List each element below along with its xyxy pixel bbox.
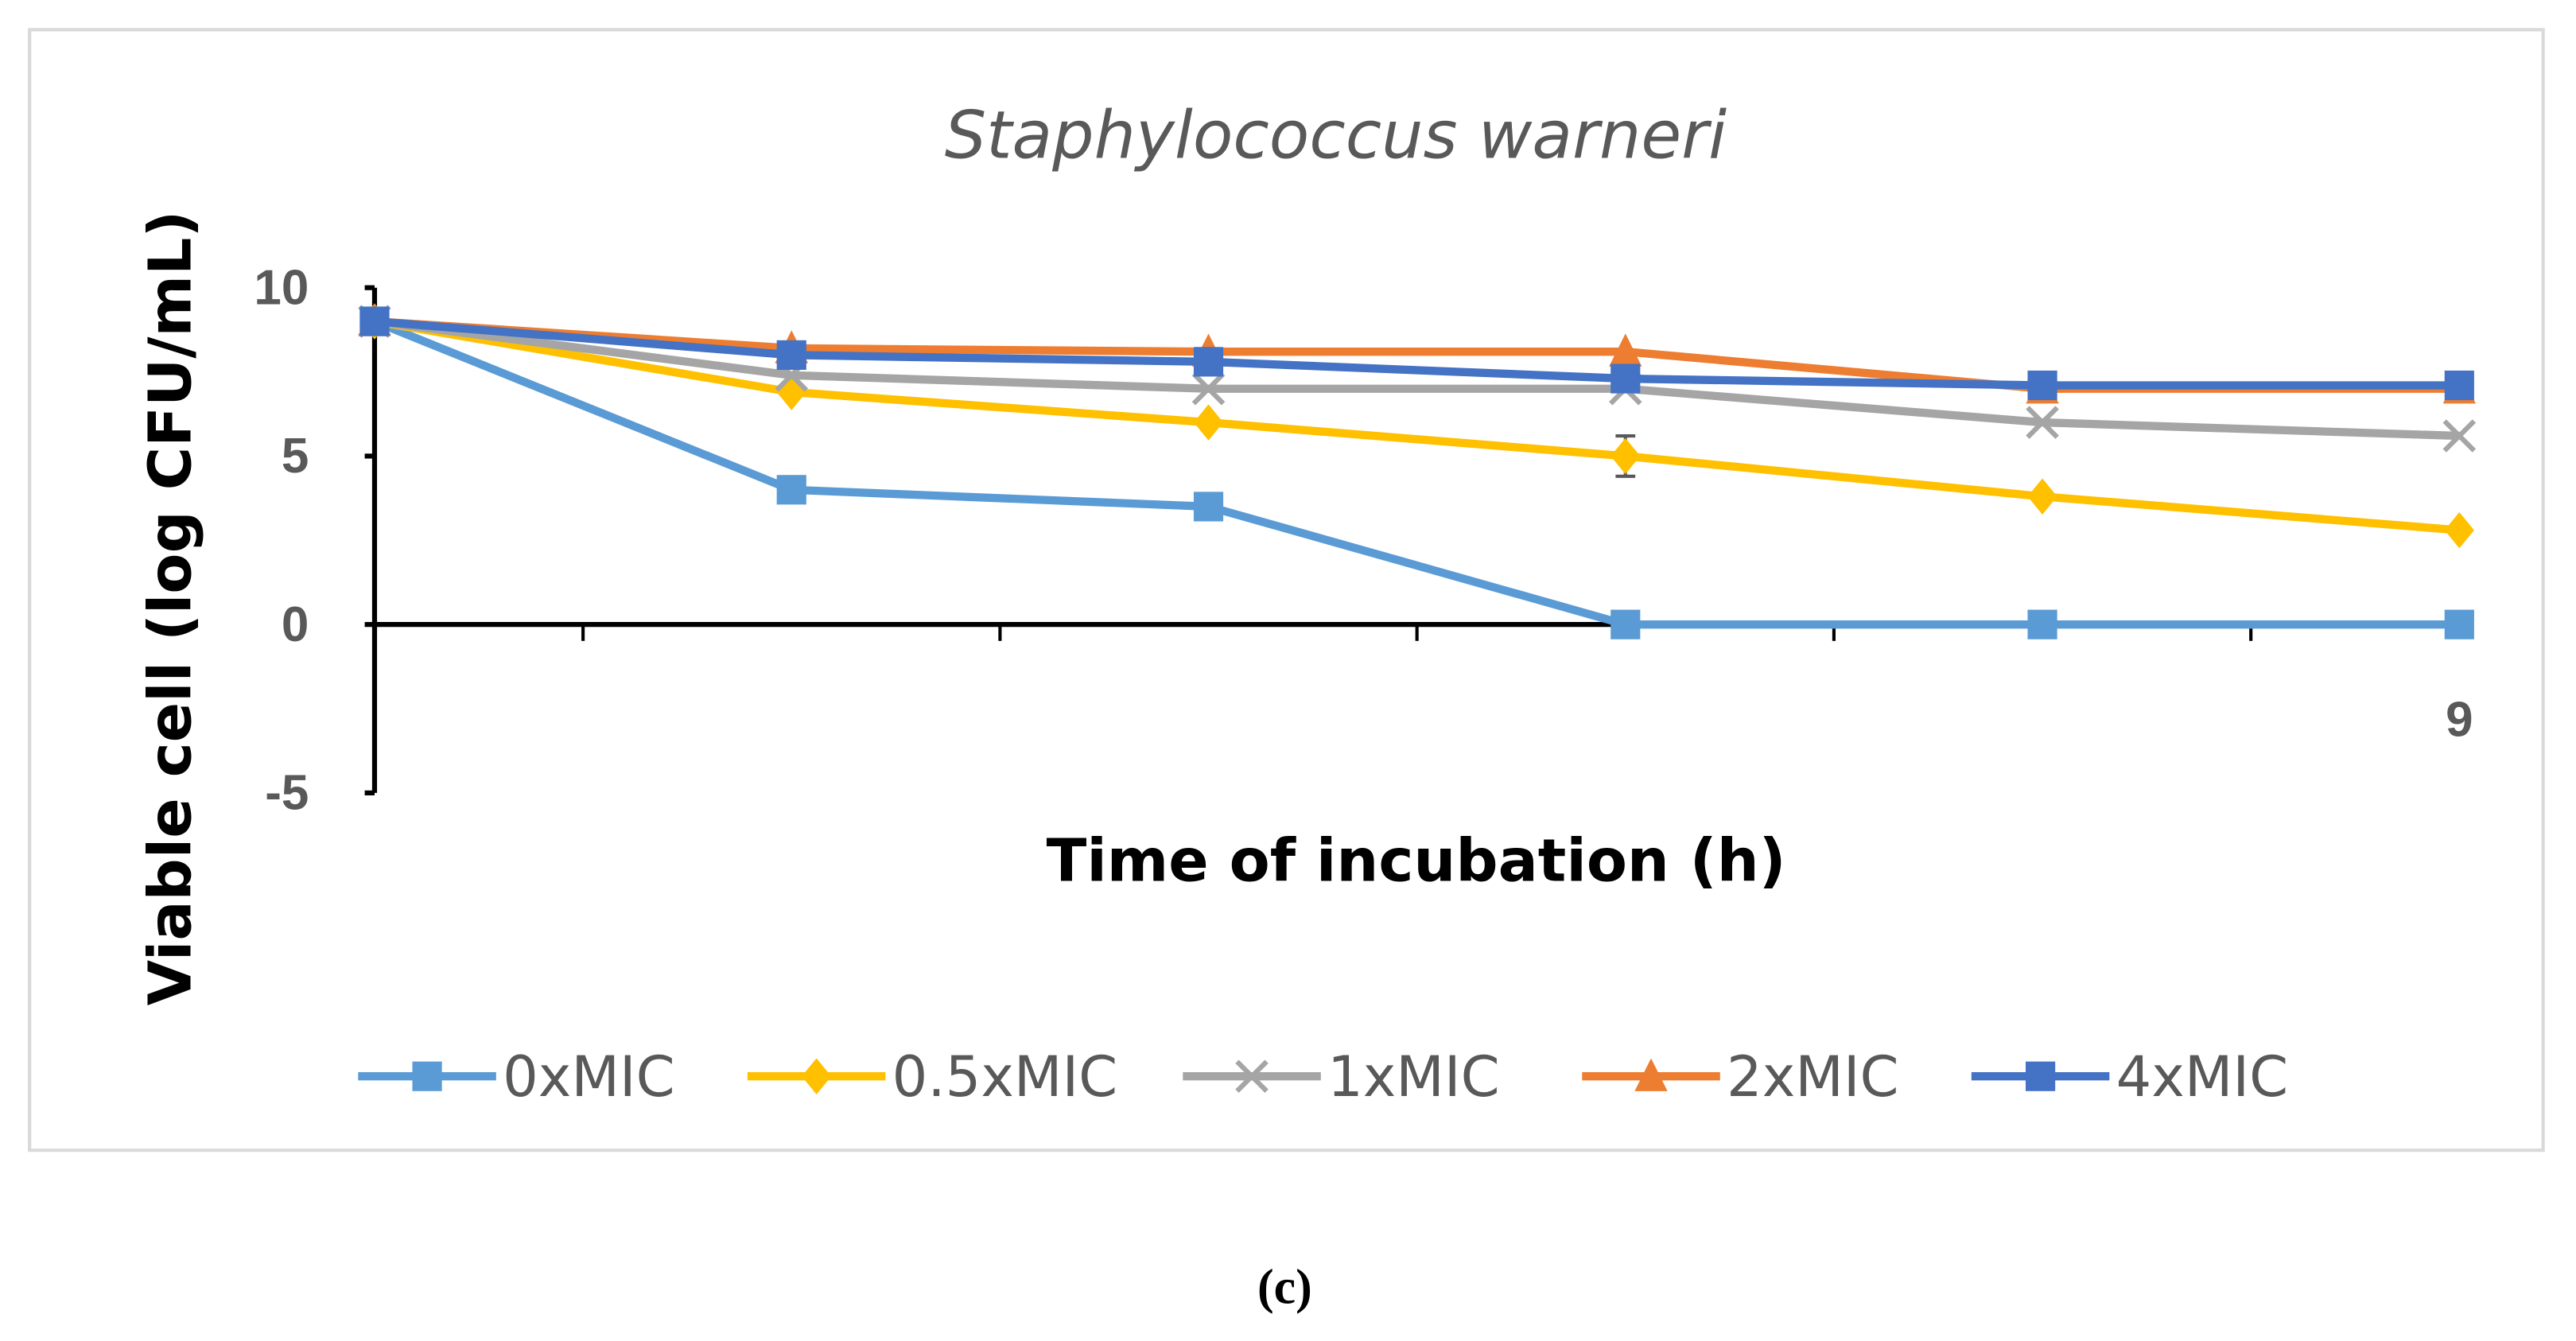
- data-point: [2026, 406, 2059, 439]
- data-point: [1610, 609, 1641, 639]
- y-tick-label: 0: [282, 597, 309, 652]
- series-line: [373, 317, 2460, 629]
- series-line: [374, 317, 2460, 441]
- y-axis-title: Viable cell (log CFU/mL): [136, 211, 205, 1006]
- legend-label: 1xMIC: [1327, 1044, 1500, 1110]
- legend-marker: [412, 1061, 442, 1091]
- series-4xMIC: [359, 306, 2474, 401]
- legend-item: 4xMIC: [1971, 1044, 2289, 1110]
- legend-label: 4xMIC: [2116, 1044, 2289, 1110]
- data-point: [1193, 347, 1224, 377]
- legend-marker: [1235, 1059, 1269, 1094]
- legend-label: 0.5xMIC: [892, 1044, 1118, 1110]
- data-point: [2027, 478, 2057, 515]
- legend-label: 0xMIC: [503, 1044, 675, 1110]
- data-point: [359, 306, 390, 336]
- data-point: [1609, 333, 1642, 367]
- series-line: [374, 317, 2460, 534]
- y-tick-label: 10: [254, 260, 309, 315]
- legend-item: 1xMIC: [1183, 1044, 1500, 1110]
- chart-border: [28, 28, 2545, 1152]
- data-point: [2027, 609, 2057, 639]
- data-point: [776, 340, 806, 370]
- data-point: [1191, 371, 1226, 406]
- legend-item: 0xMIC: [358, 1044, 675, 1110]
- legend-marker: [802, 1058, 832, 1094]
- data-point: [2444, 511, 2474, 549]
- figure-caption: (c): [1257, 1260, 1312, 1314]
- x-tick-label: 9: [2446, 693, 2473, 748]
- data-point: [2444, 370, 2474, 401]
- y-tick-label: -5: [265, 766, 309, 821]
- data-point: [776, 475, 806, 505]
- series-line: [374, 317, 2460, 390]
- legend-label: 2xMIC: [1727, 1044, 1899, 1110]
- legend-marker: [2025, 1061, 2056, 1091]
- data-point: [1610, 363, 1641, 394]
- legend-item: 0.5xMIC: [747, 1044, 1118, 1110]
- data-point: [2027, 370, 2057, 401]
- legend-marker: [1634, 1058, 1668, 1091]
- data-point: [2442, 419, 2477, 453]
- data-point: [1193, 492, 1224, 522]
- chart-title: Staphylococcus warneri: [945, 98, 1727, 174]
- legend-item: 2xMIC: [1582, 1044, 1899, 1110]
- x-axis-title: Time of incubation (h): [1047, 826, 1786, 895]
- data-point: [2444, 609, 2474, 639]
- y-tick-label: 5: [282, 429, 309, 484]
